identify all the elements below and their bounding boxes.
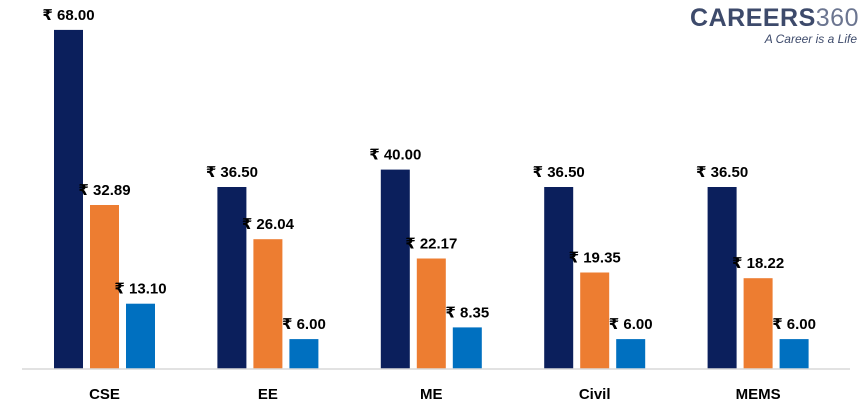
logo-tagline: A Career is a Life — [764, 32, 857, 46]
data-label-me-series-2: ₹ 22.17 — [405, 236, 457, 253]
bar-civil-series-2 — [580, 272, 610, 369]
bar-ee-series-3 — [289, 339, 319, 369]
careers360-logo: CAREERS360 A Career is a Life — [690, 4, 859, 46]
bar-cse-series-1 — [54, 29, 83, 370]
data-label-me-series-3: ₹ 8.35 — [445, 304, 489, 321]
data-label-mems-series-1: ₹ 36.50 — [696, 164, 748, 181]
bars-layer — [54, 29, 809, 370]
data-label-cse-series-2: ₹ 32.89 — [78, 182, 130, 199]
data-label-civil-series-1: ₹ 36.50 — [533, 164, 585, 181]
bar-mems-series-3 — [779, 339, 809, 369]
bar-cse-series-3 — [126, 303, 155, 369]
data-label-civil-series-3: ₹ 6.00 — [609, 316, 653, 333]
data-label-mems-series-2: ₹ 18.22 — [732, 255, 784, 272]
logo-brand-text: CAREERS — [690, 4, 816, 32]
x-tick-label-me: ME — [420, 386, 443, 403]
data-label-ee-series-1: ₹ 36.50 — [206, 164, 258, 181]
data-label-mems-series-3: ₹ 6.00 — [772, 316, 816, 333]
logo-brand: CAREERS360 — [690, 4, 859, 32]
x-tick-labels-layer: CSE EE ME Civil MEMS — [89, 386, 781, 403]
bar-ee-series-1 — [217, 187, 247, 369]
bar-cse-series-2 — [90, 205, 119, 369]
bar-me-series-1 — [380, 169, 410, 369]
data-label-ee-series-2: ₹ 26.04 — [242, 216, 295, 233]
data-label-cse-series-1: ₹ 68.00 — [42, 7, 94, 24]
data-label-cse-series-3: ₹ 13.10 — [114, 281, 166, 298]
data-labels-layer: ₹ 68.00 ₹ 32.89 ₹ 13.10 ₹ 36.50 ₹ 26.04 ₹ 6.0… — [42, 7, 816, 333]
bar-mems-series-2 — [743, 278, 773, 369]
data-label-civil-series-2: ₹ 19.35 — [569, 250, 621, 267]
logo-brand-number: 360 — [815, 4, 859, 32]
x-tick-label-cse: CSE — [89, 386, 120, 403]
bar-me-series-3 — [452, 327, 482, 369]
bar-me-series-2 — [416, 258, 446, 369]
bar-ee-series-2 — [253, 239, 283, 369]
x-tick-label-civil: Civil — [579, 386, 611, 403]
x-tick-label-mems: MEMS — [736, 386, 781, 403]
bar-civil-series-1 — [544, 187, 574, 369]
data-label-ee-series-3: ₹ 6.00 — [282, 316, 326, 333]
bar-mems-series-1 — [707, 187, 737, 369]
x-tick-label-ee: EE — [258, 386, 278, 403]
bar-civil-series-3 — [616, 339, 646, 369]
data-label-me-series-1: ₹ 40.00 — [369, 147, 421, 164]
